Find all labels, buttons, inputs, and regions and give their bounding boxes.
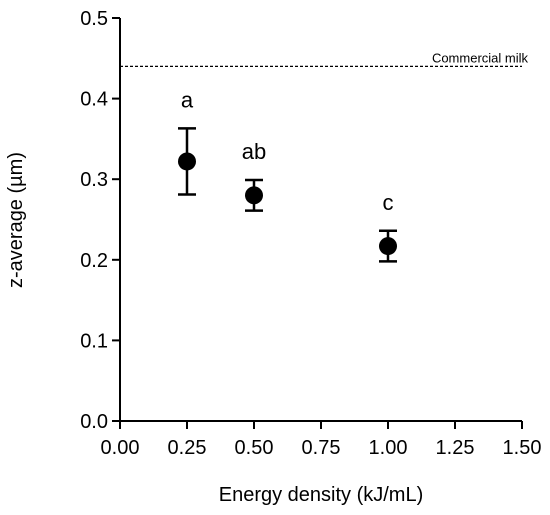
y-axis-title: z-average (µm) bbox=[5, 152, 27, 288]
x-tick-label-4: 1.00 bbox=[369, 437, 408, 459]
x-tick-label-0: 0.00 bbox=[101, 437, 140, 459]
y-tick-label-5: 0.5 bbox=[80, 8, 108, 30]
x-tick-label-3: 0.75 bbox=[302, 437, 341, 459]
reference-line-group: Commercial milk bbox=[120, 50, 529, 67]
data-points: a ab c bbox=[178, 87, 397, 263]
x-tick-label-2: 0.50 bbox=[235, 437, 274, 459]
x-tick-label-5: 1.25 bbox=[436, 437, 475, 459]
y-tick-label-4: 0.4 bbox=[80, 89, 108, 111]
data-point-0 bbox=[178, 152, 196, 171]
y-ticks: 0.0 0.1 0.2 0.3 0.4 0.5 bbox=[80, 8, 120, 433]
x-axis-title: Energy density (kJ/mL) bbox=[219, 484, 424, 506]
group-label-2: c bbox=[383, 190, 394, 215]
y-tick-label-0: 0.0 bbox=[80, 411, 108, 433]
x-tick-label-6: 1.50 bbox=[503, 437, 542, 459]
axes bbox=[119, 18, 522, 422]
x-ticks: 0.00 0.25 0.50 0.75 1.00 1.25 1.50 bbox=[101, 421, 542, 459]
group-label-0: a bbox=[181, 87, 194, 112]
x-tick-label-1: 0.25 bbox=[168, 437, 207, 459]
y-tick-label-1: 0.1 bbox=[80, 330, 108, 352]
reference-line-label: Commercial milk bbox=[432, 50, 529, 65]
y-tick-label-3: 0.3 bbox=[80, 169, 108, 191]
data-point-2 bbox=[379, 237, 397, 256]
group-label-1: ab bbox=[242, 139, 266, 164]
data-point-1 bbox=[245, 186, 263, 205]
y-tick-label-2: 0.2 bbox=[80, 250, 108, 272]
